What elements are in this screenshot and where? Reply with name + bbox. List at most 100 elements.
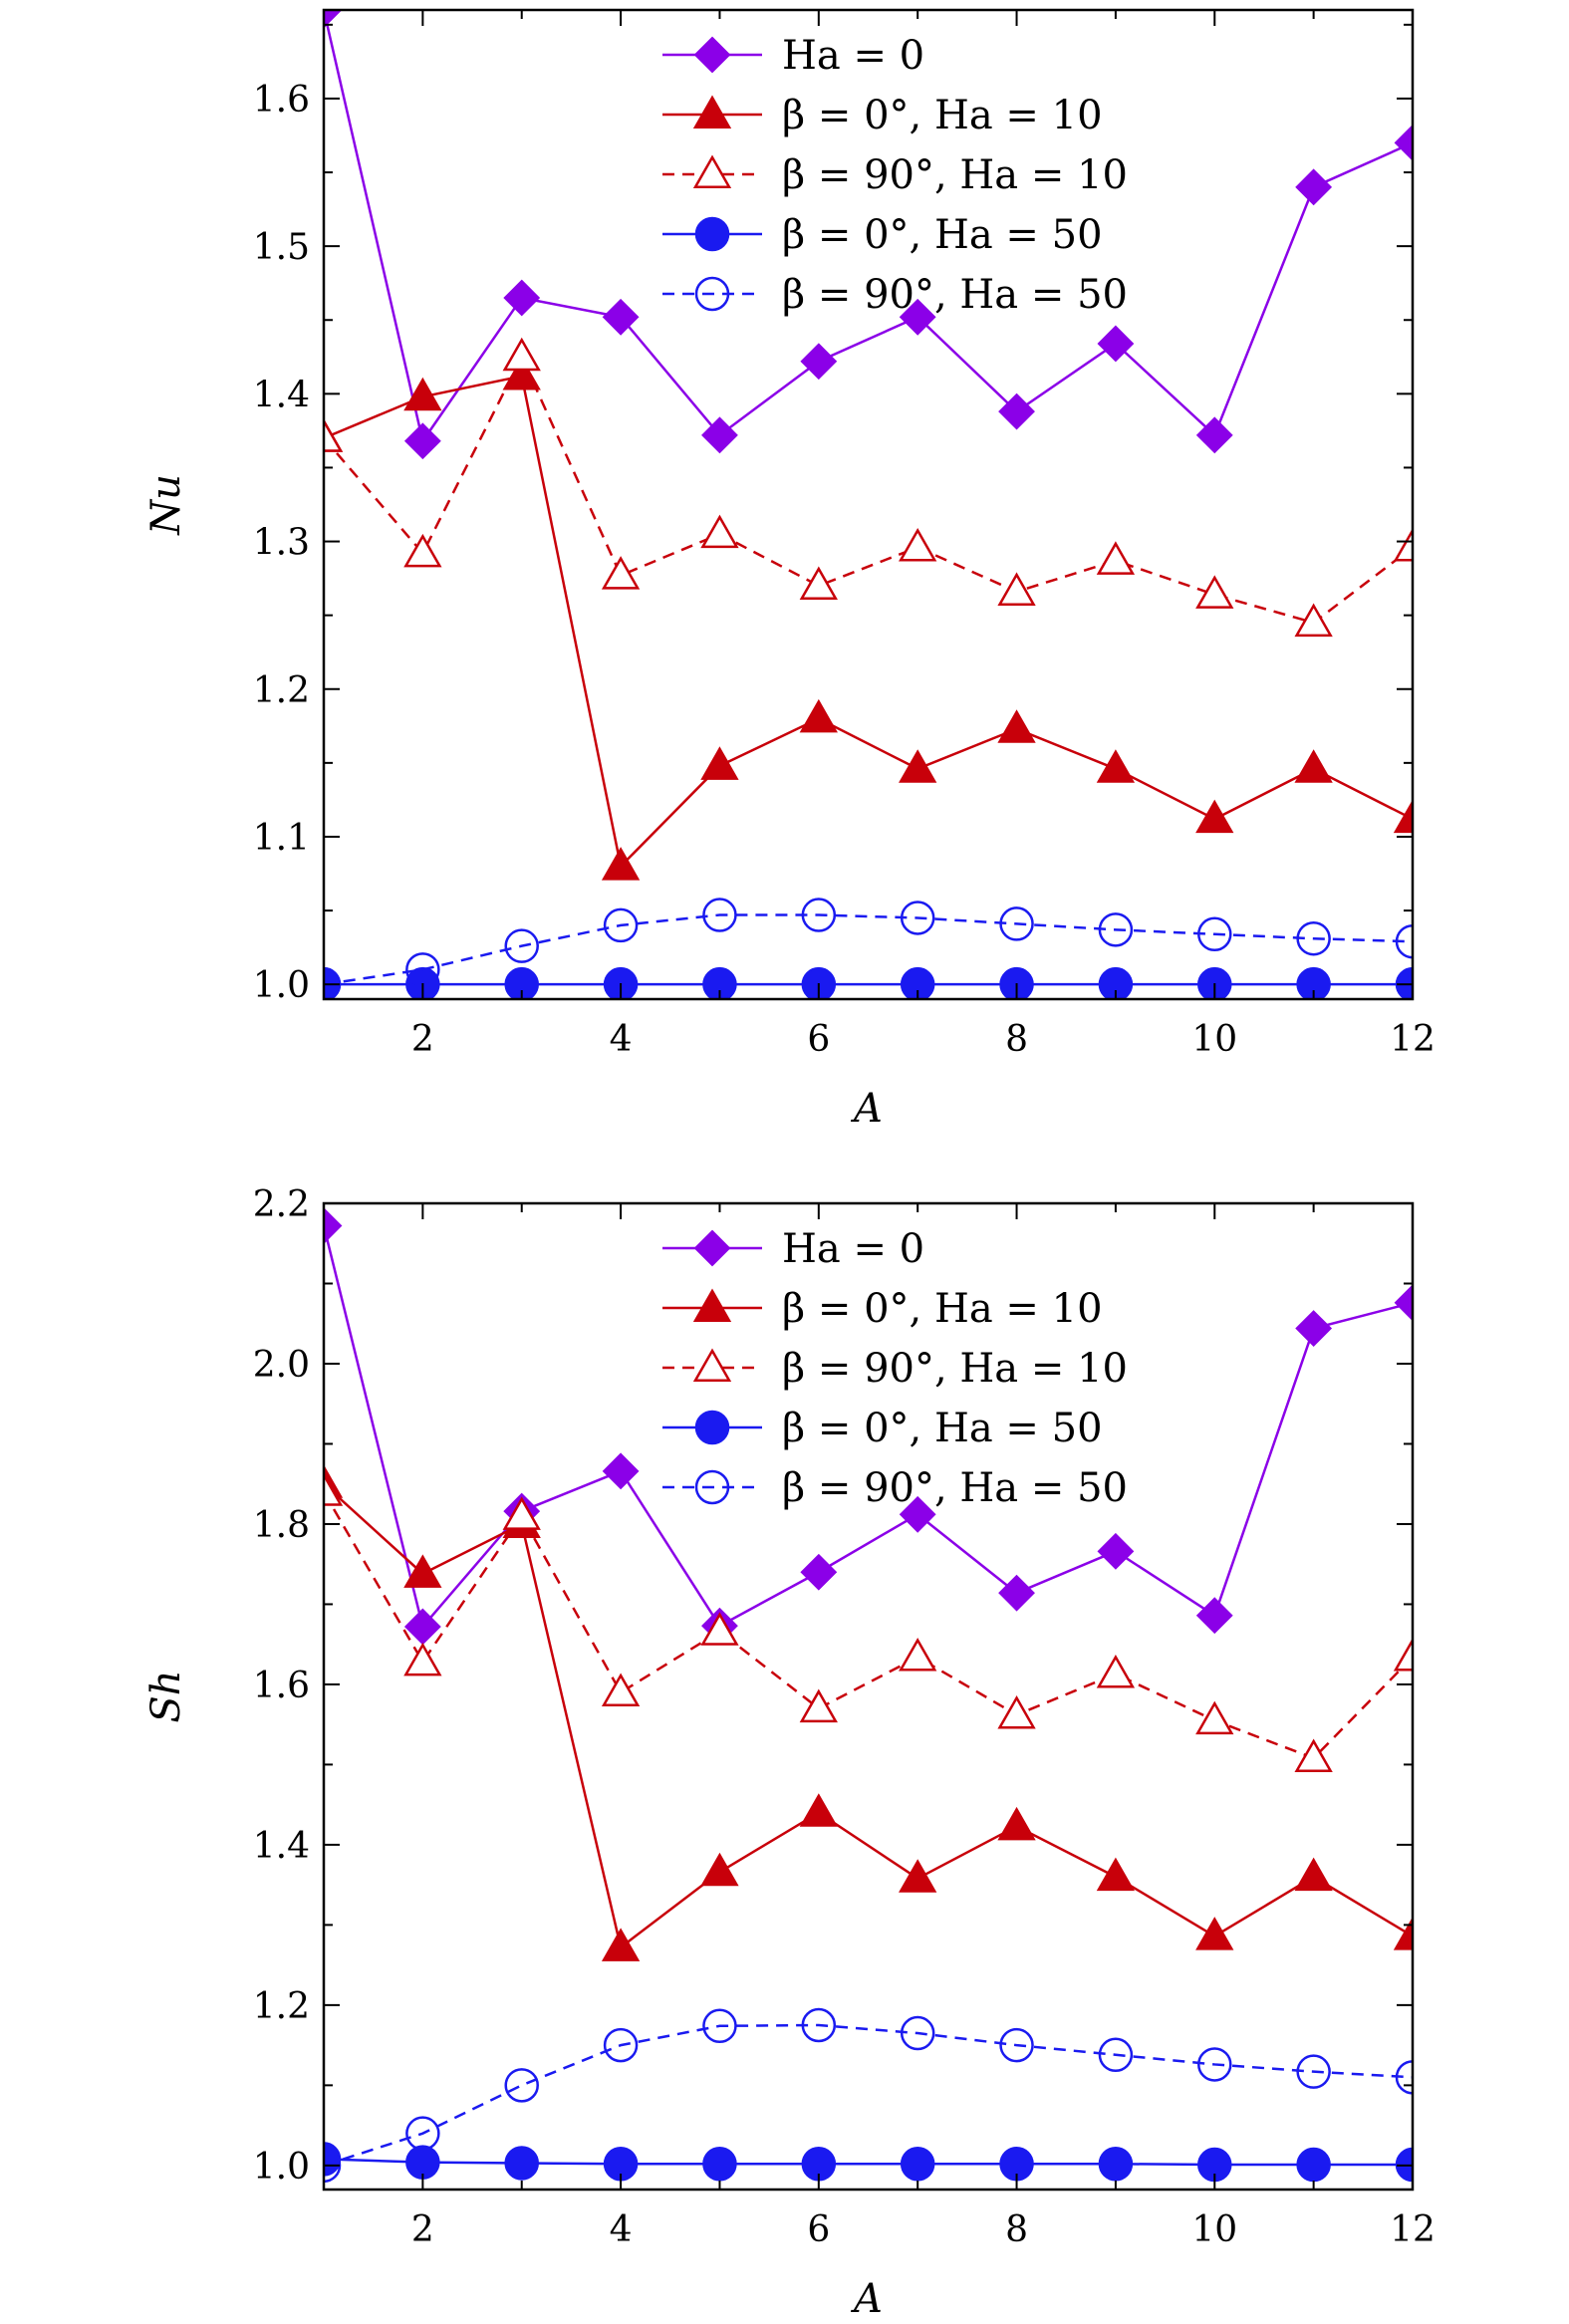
data-point-ha-0-11 [1295, 1310, 1333, 1347]
data-point-0-ha-50-11 [1296, 966, 1331, 999]
data-point-0-ha-10-5 [700, 746, 739, 780]
data-point-0-ha-10-6 [799, 1793, 838, 1827]
x-tick-label: 6 [807, 2209, 830, 2250]
data-point-0-ha-10-2 [403, 377, 442, 411]
data-point-90-ha-10-4 [601, 556, 641, 590]
data-point-0-ha-10-7 [899, 749, 937, 783]
data-point-90-ha-10-5 [700, 1612, 739, 1646]
data-point-90-ha-10-9 [1096, 1654, 1136, 1688]
legend-label-90-ha-10: β = 90°, Ha = 10 [782, 1346, 1128, 1392]
data-point-90-ha-50-2 [405, 952, 440, 987]
data-point-90-ha-50-7 [900, 901, 935, 935]
legend-label-ha-0: Ha = 0 [782, 33, 924, 79]
data-point-ha-0-12 [1394, 1284, 1413, 1322]
data-point-90-ha-10-8 [997, 572, 1036, 606]
legend-marker-90-ha-50 [694, 1469, 730, 1505]
x-axis-label: A [850, 1086, 883, 1132]
data-point-0-ha-50-5 [702, 2146, 737, 2182]
legend-marker-0-ha-10 [692, 95, 732, 129]
series-line-0-ha-10 [324, 1482, 1413, 1950]
data-point-0-ha-10-4 [601, 847, 641, 881]
plot-frame [322, 1201, 1415, 2192]
data-point-ha-0-7 [899, 1495, 936, 1533]
data-point-90-ha-50-10 [1197, 2047, 1232, 2082]
data-point-0-ha-10-10 [1195, 1917, 1234, 1950]
data-point-90-ha-50-4 [603, 2027, 639, 2063]
y-tick-label: 2.2 [253, 1184, 310, 1225]
data-point-0-ha-10-4 [601, 1928, 641, 1961]
legend-marker-90-ha-50 [694, 276, 730, 312]
legend-marker-0-ha-10 [692, 1288, 732, 1322]
data-point-90-ha-50-6 [801, 2007, 837, 2043]
y-tick-label: 1.6 [253, 1666, 310, 1706]
series-line-0-ha-10 [324, 375, 1413, 870]
data-point-90-ha-10-11 [1294, 603, 1333, 638]
x-tick-label: 10 [1191, 2209, 1237, 2250]
data-point-90-ha-10-3 [502, 1496, 541, 1530]
x-tick-label: 8 [1005, 1019, 1028, 1060]
data-point-90-ha-50-12 [1395, 2060, 1413, 2095]
x-tick-label: 2 [411, 1019, 434, 1060]
x-tick-label: 2 [411, 2209, 434, 2250]
data-point-0-ha-50-3 [504, 966, 539, 999]
x-tick-label: 12 [1390, 1019, 1436, 1060]
x-tick-label: 4 [610, 1019, 633, 1060]
data-point-90-ha-10-4 [601, 1673, 641, 1706]
legend-label-90-ha-50: β = 90°, Ha = 50 [782, 272, 1128, 318]
legend-marker-ha-0 [693, 1229, 731, 1267]
data-point-0-ha-10-11 [1294, 1857, 1333, 1892]
data-point-ha-0-2 [403, 422, 441, 460]
y-tick-label: 1.5 [253, 227, 310, 268]
data-point-90-ha-50-3 [504, 928, 539, 963]
data-point-ha-0-4 [602, 298, 640, 336]
data-point-90-ha-50-7 [900, 2015, 935, 2051]
data-point-90-ha-50-5 [702, 898, 737, 932]
data-point-90-ha-10-9 [1096, 541, 1136, 575]
data-point-0-ha-50-9 [1098, 2146, 1134, 2182]
y-tick-label: 1.2 [253, 670, 310, 711]
legend-marker-0-ha-50 [694, 216, 730, 252]
data-point-90-ha-10-12 [1393, 527, 1413, 562]
data-point-90-ha-10-6 [799, 566, 838, 601]
data-point-90-ha-10-7 [899, 527, 937, 562]
plot-area [324, 10, 1413, 999]
data-point-0-ha-50-2 [405, 2145, 440, 2180]
x-tick-label: 8 [1005, 2209, 1028, 2250]
legend-label-0-ha-50: β = 0°, Ha = 50 [782, 1406, 1103, 1451]
data-point-0-ha-10-10 [1195, 799, 1234, 834]
legend-marker-ha-0 [693, 36, 731, 74]
data-point-ha-0-12 [1394, 124, 1413, 161]
series-line-90-ha-10 [324, 1491, 1413, 1760]
data-point-90-ha-10-10 [1195, 575, 1234, 609]
data-point-ha-0-5 [701, 416, 738, 454]
data-point-0-ha-50-9 [1098, 966, 1134, 999]
data-point-90-ha-10-3 [502, 337, 541, 372]
data-point-0-ha-10-11 [1294, 749, 1333, 783]
y-tick-label: 1.4 [253, 1826, 310, 1867]
legend: Ha = 0 β = 0°, Ha = 10 β = 90°, Ha = 10 β =… [662, 1226, 1128, 1511]
data-point-0-ha-10-12 [1393, 1917, 1413, 1950]
x-tick-label: 4 [610, 2209, 633, 2250]
data-point-ha-0-4 [602, 1452, 640, 1490]
data-point-ha-0-9 [1097, 325, 1135, 363]
data-point-0-ha-10-2 [403, 1554, 442, 1588]
data-point-ha-0-9 [1097, 1532, 1135, 1570]
data-point-90-ha-50-2 [405, 2116, 440, 2151]
data-point-90-ha-10-5 [700, 514, 739, 549]
data-point-ha-0-6 [800, 1553, 838, 1591]
data-point-0-ha-10-12 [1393, 799, 1413, 834]
data-point-0-ha-10-3 [502, 357, 541, 390]
data-point-90-ha-50-11 [1296, 920, 1331, 956]
data-point-90-ha-50-9 [1098, 912, 1134, 947]
legend-label-0-ha-10: β = 0°, Ha = 10 [782, 93, 1103, 138]
data-point-0-ha-50-3 [504, 2146, 539, 2181]
legend-marker-90-ha-10 [692, 154, 732, 188]
legend-label-ha-0: Ha = 0 [782, 1226, 924, 1272]
y-axis-label: Nu [143, 474, 189, 536]
y-tick-label: 2.0 [253, 1345, 310, 1386]
data-point-90-ha-10-7 [899, 1638, 937, 1672]
x-tick-label: 12 [1390, 2209, 1436, 2250]
data-point-90-ha-10-6 [799, 1688, 838, 1723]
